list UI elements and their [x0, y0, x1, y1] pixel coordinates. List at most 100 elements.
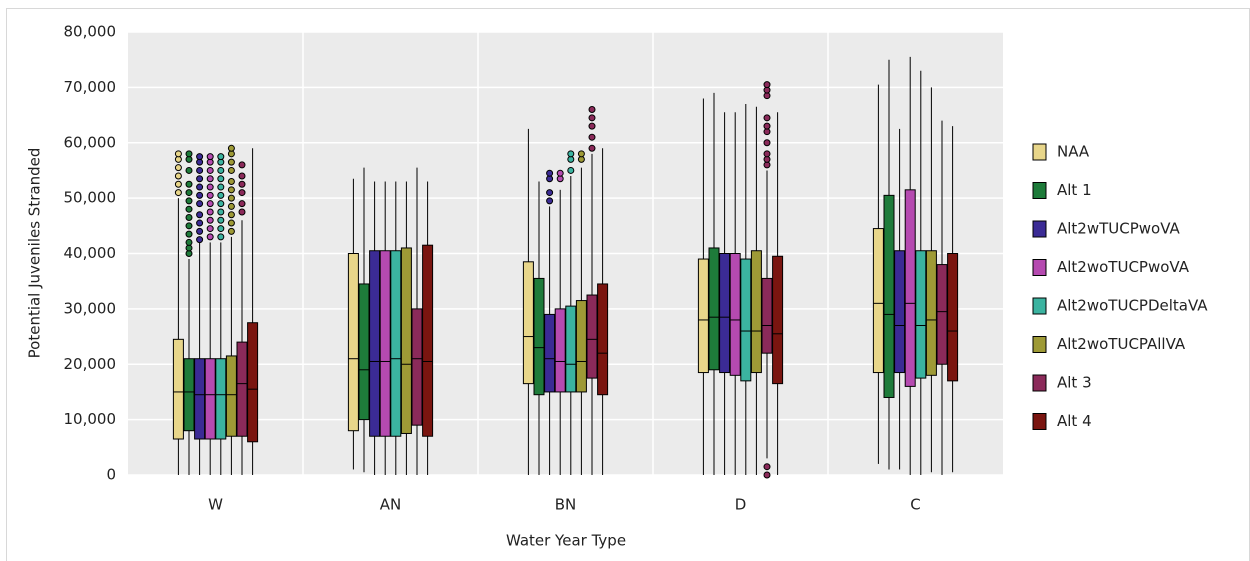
- legend-swatch: [1032, 220, 1047, 238]
- outlier: [546, 197, 554, 205]
- outlier: [185, 238, 193, 246]
- outlier: [577, 150, 585, 158]
- box: [422, 244, 434, 437]
- outlier: [174, 164, 182, 172]
- box: [597, 283, 609, 396]
- legend-label: Alt2woTUCPAllVA: [1057, 335, 1186, 353]
- legend-label: Alt 1: [1057, 181, 1092, 199]
- box: [247, 322, 259, 443]
- y-tick-label: 0: [106, 466, 116, 484]
- outlier: [546, 189, 554, 197]
- outlier: [588, 106, 596, 114]
- box: [872, 228, 884, 374]
- y-tick-label: 60,000: [64, 133, 117, 151]
- x-tick-label: AN: [380, 496, 401, 514]
- outlier: [238, 200, 246, 208]
- outlier: [206, 175, 214, 183]
- outlier: [238, 189, 246, 197]
- box: [347, 253, 359, 432]
- outlier: [217, 191, 225, 199]
- outlier: [196, 211, 204, 219]
- box: [729, 253, 741, 376]
- outlier: [227, 186, 235, 194]
- outlier: [763, 122, 771, 130]
- outlier: [227, 166, 235, 174]
- outlier: [763, 471, 771, 479]
- outlier: [196, 183, 204, 191]
- outlier: [185, 205, 193, 213]
- box: [697, 258, 709, 374]
- outlier: [206, 225, 214, 233]
- y-tick-label: 30,000: [64, 299, 117, 317]
- outlier: [217, 200, 225, 208]
- box: [894, 250, 906, 374]
- outlier: [217, 225, 225, 233]
- outlier: [185, 189, 193, 197]
- outlier: [238, 172, 246, 180]
- outlier: [763, 139, 771, 147]
- box: [236, 341, 248, 437]
- box: [575, 300, 587, 393]
- outlier: [196, 191, 204, 199]
- outlier: [227, 144, 235, 152]
- outlier: [238, 161, 246, 169]
- outlier: [174, 189, 182, 197]
- x-tick-label: W: [208, 496, 223, 514]
- box: [379, 250, 391, 437]
- box: [915, 250, 927, 379]
- outlier: [185, 150, 193, 158]
- legend-label: Alt 4: [1057, 412, 1092, 430]
- outlier: [206, 216, 214, 224]
- outlier: [174, 180, 182, 188]
- x-tick-label: C: [910, 496, 920, 514]
- outlier: [227, 158, 235, 166]
- legend-swatch: [1032, 259, 1047, 276]
- box: [172, 338, 184, 440]
- outlier: [206, 233, 214, 241]
- legend-swatch: [1032, 297, 1047, 315]
- outlier: [556, 169, 564, 177]
- box: [883, 194, 895, 398]
- outlier: [174, 172, 182, 180]
- outlier: [217, 233, 225, 241]
- outlier: [196, 166, 204, 174]
- outlier: [763, 81, 771, 89]
- box: [565, 305, 577, 393]
- outlier: [217, 175, 225, 183]
- y-tick-label: 20,000: [64, 355, 117, 373]
- outlier: [206, 208, 214, 216]
- outlier: [185, 222, 193, 230]
- y-tick-label: 40,000: [64, 244, 117, 262]
- legend-swatch: [1032, 374, 1047, 392]
- outlier: [588, 122, 596, 130]
- outlier: [217, 216, 225, 224]
- box: [708, 247, 720, 371]
- outlier: [238, 180, 246, 188]
- outlier: [196, 153, 204, 161]
- box: [719, 253, 731, 374]
- outlier: [217, 153, 225, 161]
- box: [947, 253, 959, 382]
- outlier: [196, 236, 204, 244]
- box: [750, 250, 762, 374]
- outlier: [196, 227, 204, 235]
- legend-label: Alt2woTUCPDeltaVA: [1057, 297, 1208, 315]
- box: [740, 258, 752, 382]
- outlier: [185, 197, 193, 205]
- outlier: [196, 175, 204, 183]
- outlier: [185, 214, 193, 222]
- box: [358, 283, 370, 421]
- legend-swatch: [1032, 143, 1047, 161]
- outlier: [185, 230, 193, 238]
- box: [761, 277, 773, 354]
- box: [369, 250, 381, 437]
- box: [194, 358, 206, 440]
- outlier: [185, 180, 193, 188]
- legend-swatch: [1032, 413, 1047, 430]
- box: [400, 247, 412, 434]
- outlier: [217, 208, 225, 216]
- x-tick-label: D: [735, 496, 747, 514]
- box: [204, 358, 216, 440]
- box: [225, 355, 237, 437]
- outlier: [238, 208, 246, 216]
